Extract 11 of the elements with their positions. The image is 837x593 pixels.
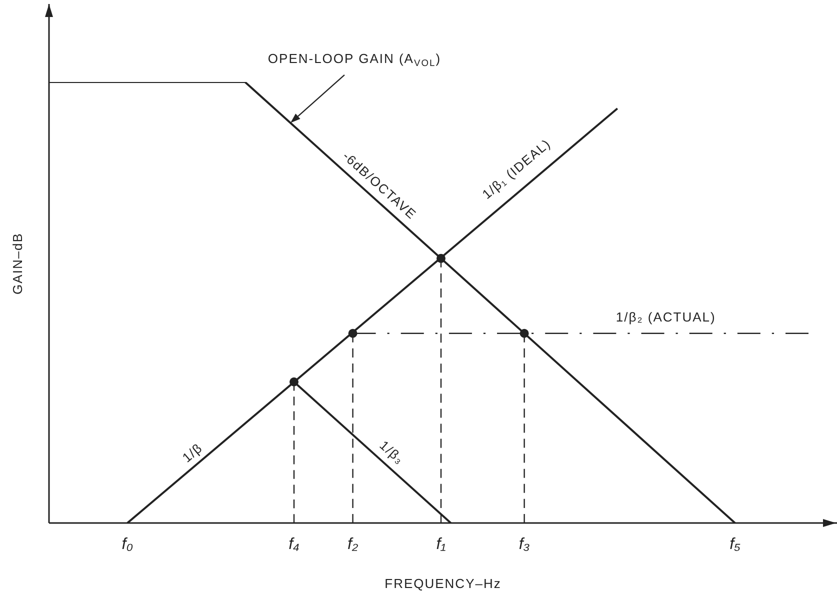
x-tick-label: f₅: [730, 536, 742, 553]
x-tick-label: f₀: [122, 536, 134, 553]
x-tick-label: f₂: [348, 536, 358, 553]
x-tick-label: f₄: [288, 536, 300, 553]
text: OPEN-LOOP GAIN (A$_{VOL}$): [268, 50, 442, 68]
y-axis-title: GAIN–dB: [10, 232, 24, 294]
annotation: 1/β: [179, 440, 206, 465]
x-tick-label: f₃: [518, 536, 530, 553]
x-axis-title: FREQUENCY–Hz: [384, 576, 502, 590]
x-tick-label: f₁: [436, 536, 446, 553]
series-label: 1/β₂ (ACTUAL): [616, 308, 716, 324]
